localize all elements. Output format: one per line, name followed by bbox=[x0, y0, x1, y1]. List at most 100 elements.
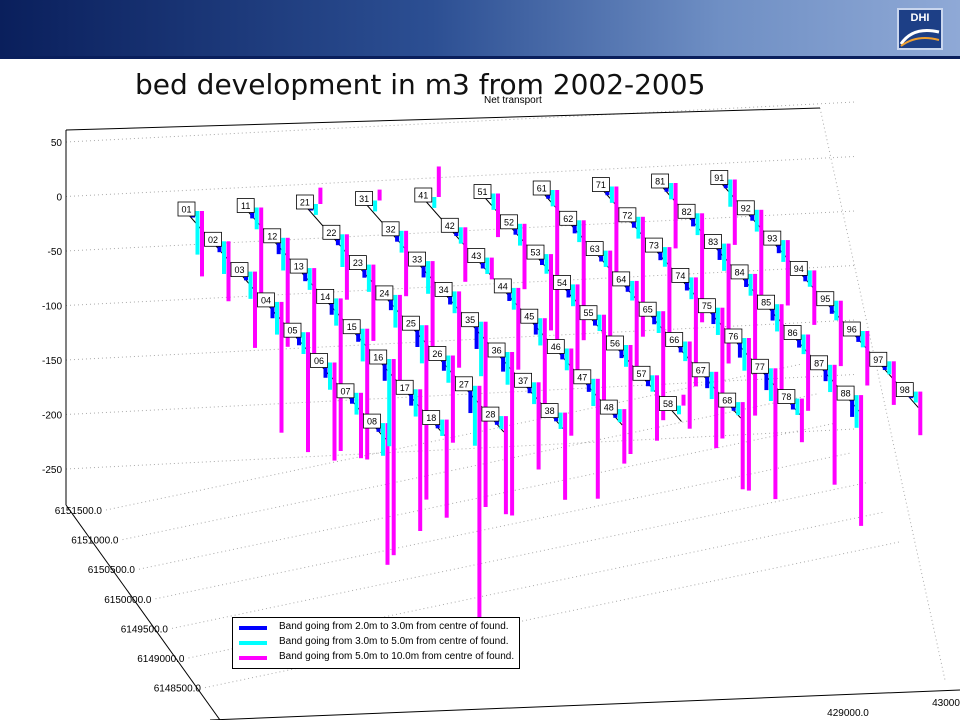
bar bbox=[572, 220, 577, 234]
station-label: 73 bbox=[649, 241, 659, 251]
station-label-box bbox=[718, 392, 737, 408]
bar bbox=[661, 311, 666, 421]
station-label-box bbox=[651, 173, 669, 189]
bar bbox=[887, 361, 892, 375]
bar bbox=[480, 257, 485, 269]
station-label: 67 bbox=[696, 365, 706, 375]
bar bbox=[382, 359, 387, 381]
bar bbox=[485, 257, 490, 274]
bar bbox=[371, 264, 376, 341]
station-label: 68 bbox=[722, 396, 732, 406]
bar bbox=[750, 209, 755, 221]
bar bbox=[513, 223, 518, 235]
legend-item: Band going from 5.0m to 10.0m from centr… bbox=[239, 650, 519, 666]
station-label: 63 bbox=[590, 244, 600, 254]
station-label: 56 bbox=[610, 339, 620, 349]
bar bbox=[832, 364, 837, 485]
bar bbox=[276, 237, 281, 255]
bar bbox=[854, 395, 859, 428]
bar bbox=[329, 298, 334, 315]
bar bbox=[669, 183, 674, 200]
station-label-box bbox=[454, 376, 473, 392]
grid-line bbox=[155, 452, 852, 600]
station-label-box bbox=[632, 365, 651, 381]
bar bbox=[222, 241, 226, 274]
station-label: 33 bbox=[412, 255, 422, 265]
station-label: 02 bbox=[208, 235, 218, 245]
station-label: 65 bbox=[643, 305, 653, 315]
bar bbox=[681, 394, 686, 406]
bar bbox=[516, 287, 521, 370]
bar bbox=[505, 352, 510, 385]
bar bbox=[860, 331, 865, 348]
station-label-box bbox=[375, 285, 394, 301]
station-label-box bbox=[783, 325, 802, 340]
bar bbox=[527, 382, 532, 394]
bar bbox=[667, 247, 672, 335]
station-label: 41 bbox=[418, 191, 428, 201]
bar bbox=[550, 190, 555, 207]
station-label-box bbox=[295, 194, 314, 210]
bar bbox=[365, 328, 370, 460]
station-label-box bbox=[440, 217, 459, 233]
z-tick-label: -200 bbox=[42, 411, 62, 422]
bar bbox=[297, 332, 301, 346]
x-tick-label: 43000 bbox=[932, 698, 960, 709]
bar bbox=[522, 223, 527, 290]
bar bbox=[334, 298, 339, 326]
bar bbox=[338, 298, 343, 451]
bar bbox=[636, 216, 641, 239]
bar bbox=[409, 389, 414, 406]
bar bbox=[303, 268, 308, 282]
bar bbox=[828, 364, 833, 393]
station-label: 25 bbox=[406, 319, 416, 329]
bar bbox=[770, 304, 775, 321]
station-label: 08 bbox=[367, 417, 377, 427]
station-label-box bbox=[592, 177, 610, 192]
station-label-box bbox=[316, 288, 335, 304]
station-label-box bbox=[526, 244, 545, 260]
bar bbox=[705, 371, 710, 389]
station-label: 52 bbox=[504, 217, 514, 227]
bar bbox=[419, 325, 424, 364]
bar bbox=[865, 331, 870, 386]
bar bbox=[662, 247, 667, 267]
station-label: 32 bbox=[386, 224, 396, 234]
bar bbox=[404, 230, 409, 297]
bar bbox=[254, 207, 259, 230]
station-label: 46 bbox=[551, 342, 561, 352]
bar bbox=[744, 273, 749, 287]
bar bbox=[630, 280, 635, 301]
bar bbox=[479, 321, 484, 377]
bar bbox=[602, 314, 606, 402]
z-tick-label: 50 bbox=[51, 138, 63, 149]
bar bbox=[474, 321, 479, 349]
station-label-box bbox=[481, 406, 500, 422]
bar bbox=[323, 362, 328, 378]
bar bbox=[776, 240, 781, 254]
station-label-box bbox=[257, 292, 275, 308]
station-label-box bbox=[520, 308, 539, 324]
y-tick-label: 6150000.0 bbox=[104, 595, 152, 606]
bar bbox=[457, 291, 462, 368]
y-tick-label: 6149500.0 bbox=[121, 624, 169, 635]
bar bbox=[619, 345, 624, 359]
bar bbox=[468, 385, 473, 414]
bar bbox=[388, 294, 393, 311]
bar bbox=[395, 230, 400, 242]
bar bbox=[628, 345, 633, 454]
z-tick-label: -50 bbox=[48, 247, 63, 258]
bar bbox=[658, 247, 663, 261]
station-label-box bbox=[618, 207, 637, 223]
station-label: 07 bbox=[340, 386, 350, 396]
bar bbox=[217, 241, 222, 253]
station-label: 05 bbox=[287, 326, 297, 336]
bar bbox=[799, 398, 804, 443]
top-edge-line bbox=[65, 107, 821, 131]
bar bbox=[754, 209, 759, 232]
bar bbox=[740, 402, 745, 490]
station-label-box bbox=[553, 274, 571, 290]
bar bbox=[555, 190, 560, 343]
bar bbox=[532, 382, 537, 405]
